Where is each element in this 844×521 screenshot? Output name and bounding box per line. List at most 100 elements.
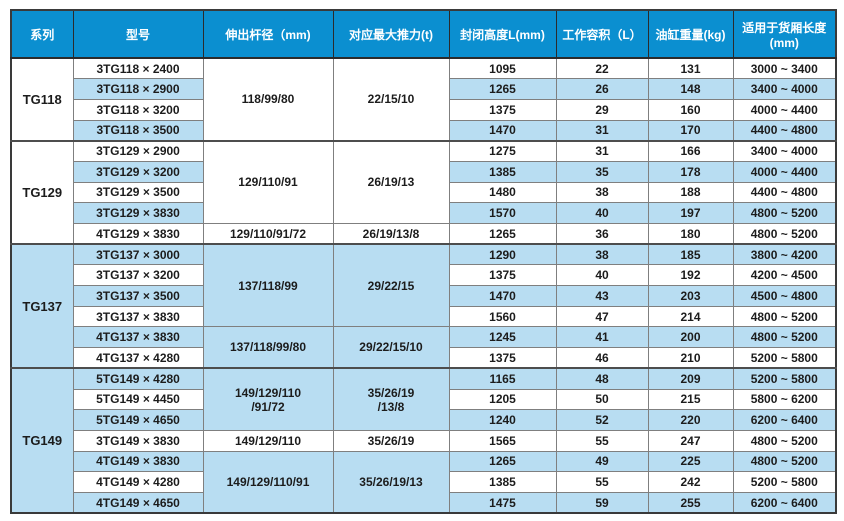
weight-cell: 203 [647,285,734,307]
weight-cell: 178 [647,160,734,183]
model-cell: 3TG118 × 3500 [72,119,204,142]
table-row: 5TG149 × 4450 1205 50 215 5800 ~ 6200 [11,388,837,411]
table-row: 3TG129 × 3830 1570 40 197 4800 ~ 5200 [11,202,837,224]
box-cell: 3400 ~ 4000 [732,78,837,100]
box-cell: 3000 ~ 3400 [732,58,837,80]
height-cell: 1165 [448,367,557,390]
spec-table: 系列 型号 伸出杆径（mm) 对应最大推力(t) 封闭高度L(mm) 工作容积（… [10,9,837,515]
header-row: 系列 型号 伸出杆径（mm) 对应最大推力(t) 封闭高度L(mm) 工作容积（… [10,9,837,59]
volume-cell: 31 [555,119,649,142]
thrust-cell: 35/26/19/13 [332,450,450,514]
box-cell: 5200 ~ 5800 [732,347,837,369]
volume-cell: 59 [555,491,649,514]
table-row: 4TG129 × 3830 129/110/91/72 26/19/13/8 1265… [11,223,837,245]
height-cell: 1095 [448,58,557,80]
box-cell: 4800 ~ 5200 [732,450,837,473]
weight-cell: 180 [647,223,734,245]
volume-cell: 31 [555,139,649,162]
col-header-model: 型号 [72,9,204,59]
volume-cell: 52 [555,409,649,431]
model-cell: 4TG137 × 4280 [72,347,204,369]
thrust-cell: 35/26/19 [332,429,450,452]
model-cell: 3TG129 × 3200 [72,160,204,183]
box-cell: 4000 ~ 4400 [732,160,837,183]
model-cell: 5TG149 × 4450 [72,388,204,411]
height-cell: 1245 [448,326,557,349]
weight-cell: 148 [647,78,734,100]
weight-cell: 214 [647,305,734,328]
weight-cell: 255 [647,491,734,514]
table-row: TG118 3TG118 × 2400 118/99/80 22/15/10 1095 2… [10,58,837,142]
model-cell: 3TG137 × 3200 [72,264,204,287]
volume-cell: 50 [555,388,649,411]
table-row: 4TG137 × 3830 137/118/99/80 29/22/15/10 124… [11,326,837,369]
volume-cell: 55 [555,429,649,452]
table-row: 3TG137 × 3200 1375 40 192 4200 ~ 4500 [11,264,837,287]
weight-cell: 131 [647,58,734,80]
series-cell: TG137 [10,243,74,369]
box-cell: 4000 ~ 4400 [732,98,837,121]
box-cell: 3400 ~ 4000 [732,139,837,162]
table-row: 3TG129 × 3500 1480 38 188 4400 ~ 4800 [11,181,837,204]
weight-cell: 197 [647,202,734,224]
volume-cell: 38 [555,181,649,204]
weight-cell: 166 [647,139,734,162]
model-cell: 3TG129 × 3830 [72,202,204,224]
rod-cell: 129/110/91/72 [202,223,334,245]
weight-cell: 185 [647,243,734,266]
weight-cell: 225 [647,450,734,473]
table-body: TG118 3TG118 × 2400 118/99/80 22/15/10 1095 2… [10,58,837,514]
table-row: 3TG129 × 3200 1385 35 178 4000 ~ 4400 [11,160,837,183]
volume-cell: 49 [555,450,649,473]
thrust-cell: 22/15/10 [332,58,450,142]
box-cell: 4800 ~ 5200 [732,326,837,349]
col-header-work-volume: 工作容积（L） [555,9,649,59]
thrust-cell: 29/22/15 [332,243,450,328]
height-cell: 1470 [448,119,557,142]
weight-cell: 210 [647,347,734,369]
rod-cell: 149/129/110 /91/72 [202,367,334,431]
table-row: 5TG149 × 4650 1240 52 220 6200 ~ 6400 [11,409,837,431]
series-cell: TG118 [10,58,74,142]
model-cell: 3TG118 × 2400 [72,58,204,80]
thrust-cell: 29/22/15/10 [332,326,450,369]
height-cell: 1275 [448,139,557,162]
rod-cell: 149/129/110/91 [202,450,334,514]
weight-cell: 242 [647,471,734,493]
model-cell: 3TG149 × 3830 [72,429,204,452]
volume-cell: 35 [555,160,649,183]
volume-cell: 55 [555,471,649,493]
thrust-cell: 35/26/19 /13/8 [332,367,450,431]
height-cell: 1205 [448,388,557,411]
height-cell: 1240 [448,409,557,431]
volume-cell: 40 [555,264,649,287]
volume-cell: 46 [555,347,649,369]
col-header-series: 系列 [10,9,74,59]
weight-cell: 170 [647,119,734,142]
height-cell: 1265 [448,450,557,473]
height-cell: 1385 [448,160,557,183]
height-cell: 1475 [448,491,557,514]
rod-cell: 129/110/91 [202,139,334,224]
weight-cell: 188 [647,181,734,204]
height-cell: 1375 [448,98,557,121]
height-cell: 1480 [448,181,557,204]
weight-cell: 192 [647,264,734,287]
volume-cell: 36 [555,223,649,245]
rod-cell: 149/129/110 [202,429,334,452]
weight-cell: 160 [647,98,734,121]
model-cell: 4TG149 × 4280 [72,471,204,493]
col-header-closed-height: 封闭高度L(mm) [448,9,557,59]
height-cell: 1375 [448,264,557,287]
box-cell: 5800 ~ 6200 [732,388,837,411]
table-row: 4TG149 × 3830 149/129/110/91 35/26/19/13 12… [11,450,837,514]
box-cell: 4400 ~ 4800 [732,181,837,204]
table-row: TG129 3TG129 × 2900 129/110/91 26/19/13 1275… [10,139,837,245]
thrust-cell: 26/19/13/8 [332,223,450,245]
weight-cell: 200 [647,326,734,349]
height-cell: 1570 [448,202,557,224]
model-cell: 3TG137 × 3500 [72,285,204,307]
model-cell: 3TG129 × 2900 [72,139,204,162]
table-row: 3TG149 × 3830 149/129/110 35/26/19 1565 55 24… [11,429,837,452]
rod-cell: 137/118/99/80 [202,326,334,369]
